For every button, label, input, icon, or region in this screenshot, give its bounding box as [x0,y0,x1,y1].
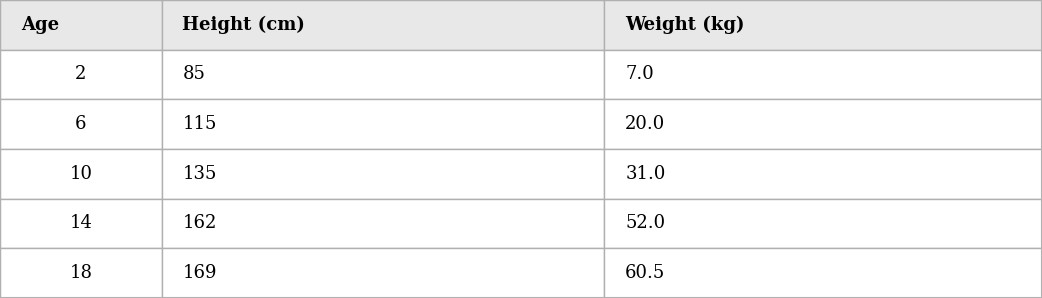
Text: 18: 18 [69,264,93,282]
Text: 7.0: 7.0 [625,66,654,83]
Bar [604,248,1042,298]
Text: 14: 14 [70,215,92,232]
Bar [162,149,604,199]
Bar [604,0,1042,50]
Bar [604,50,1042,99]
Bar [604,199,1042,248]
Text: 31.0: 31.0 [625,165,666,183]
Text: 20.0: 20.0 [625,115,666,133]
Bar [162,50,604,99]
Text: 60.5: 60.5 [625,264,666,282]
Text: 115: 115 [182,115,217,133]
Text: 52.0: 52.0 [625,215,666,232]
Text: 2: 2 [75,66,86,83]
Text: Age: Age [21,16,59,34]
Text: 85: 85 [182,66,205,83]
Bar [0,199,162,248]
Bar [604,149,1042,199]
Bar [0,50,162,99]
Bar [0,248,162,298]
Text: Weight (kg): Weight (kg) [625,16,745,34]
Bar [0,0,162,50]
Bar [0,99,162,149]
Bar [604,99,1042,149]
Bar [162,99,604,149]
Text: 162: 162 [182,215,217,232]
Text: 169: 169 [182,264,217,282]
Text: 135: 135 [182,165,217,183]
Bar [162,248,604,298]
Text: Height (cm): Height (cm) [182,16,305,34]
Bar [0,149,162,199]
Bar [162,0,604,50]
Text: 10: 10 [69,165,93,183]
Bar [162,199,604,248]
Text: 6: 6 [75,115,86,133]
